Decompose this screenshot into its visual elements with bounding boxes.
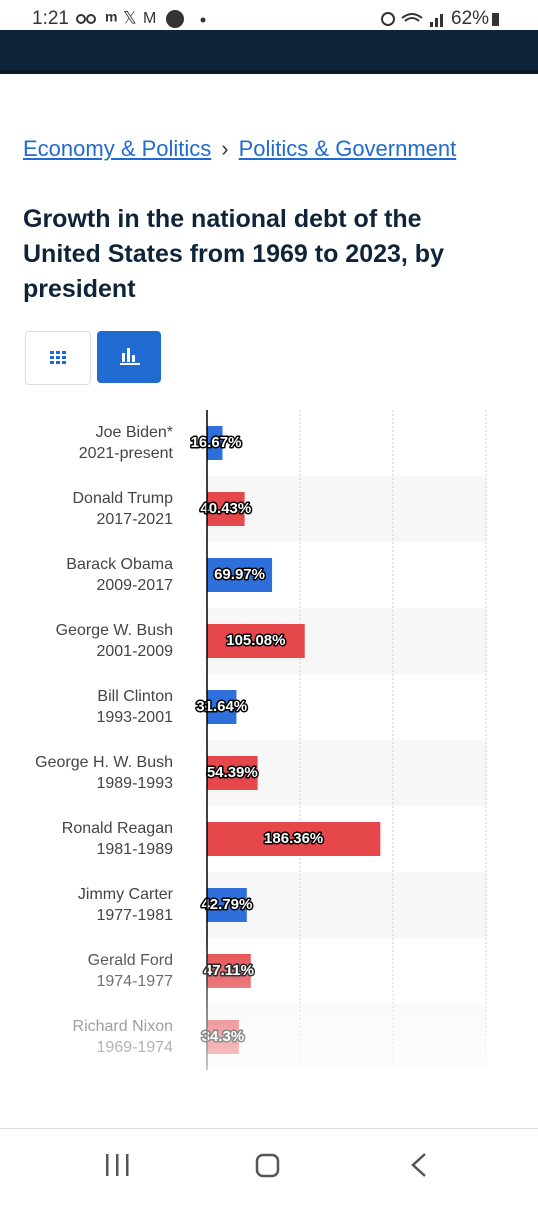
breadcrumb: Economy & Politics › Politics & Government xyxy=(23,136,456,162)
category-period: 1977-1981 xyxy=(96,907,173,924)
svg-text:𝕏: 𝕏 xyxy=(123,10,137,27)
table-icon xyxy=(50,351,66,364)
category-period: 2017-2021 xyxy=(96,511,173,528)
bar xyxy=(207,624,305,658)
category-label: Joe Biden* xyxy=(96,424,173,441)
table-view-button[interactable] xyxy=(25,331,91,385)
row-background xyxy=(207,476,486,542)
category-period: 1989-1993 xyxy=(96,775,173,792)
category-label: George H. W. Bush xyxy=(35,754,173,771)
data-label: 186.36% xyxy=(264,830,323,847)
breadcrumb-separator: › xyxy=(221,136,229,161)
svg-text:m: m xyxy=(105,10,117,25)
category-label: George W. Bush xyxy=(56,622,173,639)
category-label: Ronald Reagan xyxy=(62,820,173,837)
nav-icons xyxy=(106,1153,426,1178)
data-label: 31.64% xyxy=(196,698,247,715)
site-header xyxy=(0,30,538,74)
system-icons xyxy=(381,12,499,27)
svg-text:M: M xyxy=(143,10,156,27)
category-period: 1993-2001 xyxy=(96,709,173,726)
status-bar: 1:21 62% m 𝕏 M xyxy=(0,0,538,36)
bar xyxy=(207,822,381,856)
breadcrumb-link[interactable]: Politics & Government xyxy=(238,136,457,161)
category-period: 1981-1989 xyxy=(96,841,173,858)
category-period: 2021-present xyxy=(79,445,174,462)
bar xyxy=(207,492,245,526)
recent-apps-button[interactable] xyxy=(106,1154,129,1176)
data-label: 54.39% xyxy=(207,764,258,781)
data-label: 42.79% xyxy=(201,896,252,913)
category-period: 2001-2009 xyxy=(96,643,173,660)
data-label: 40.43% xyxy=(200,500,251,517)
notification-icons: m 𝕏 M xyxy=(76,10,206,28)
battery: 62% xyxy=(451,8,490,29)
category-label: Bill Clinton xyxy=(97,688,173,705)
data-label: 105.08% xyxy=(226,632,285,649)
category-period: 2009-2017 xyxy=(96,577,173,594)
row-background xyxy=(207,872,486,938)
bar xyxy=(207,690,237,724)
chart: Joe Biden* 2021-present 16.67% Donald Trump… xyxy=(0,410,538,1075)
chart-title: Growth in the national debt of the Unite… xyxy=(23,205,444,303)
chart-icon xyxy=(120,348,140,365)
time: 1:21 xyxy=(32,8,69,29)
back-button[interactable] xyxy=(411,1153,426,1177)
bar xyxy=(207,888,247,922)
navigation-bar xyxy=(0,1128,538,1201)
bar xyxy=(207,426,223,460)
breadcrumb-link[interactable]: Economy & Politics xyxy=(23,136,212,161)
category-label: Barack Obama xyxy=(66,556,173,573)
bar xyxy=(207,756,258,790)
category-label: Donald Trump xyxy=(73,490,174,507)
data-label: 16.67% xyxy=(191,434,242,451)
bar xyxy=(207,558,273,592)
fade-overlay xyxy=(0,938,538,1075)
chart-view-button[interactable] xyxy=(97,331,161,383)
home-button[interactable] xyxy=(255,1153,280,1178)
data-label: 69.97% xyxy=(214,566,265,583)
category-label: Jimmy Carter xyxy=(78,886,174,903)
